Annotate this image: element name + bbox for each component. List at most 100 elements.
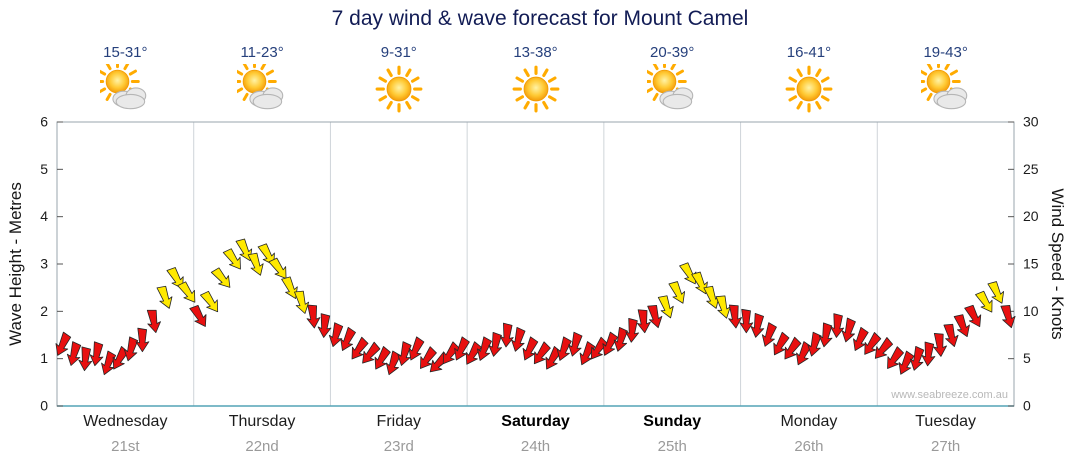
day-temp-range: 13-38° <box>513 44 558 61</box>
wind-arrow <box>975 290 993 313</box>
wind-arrow <box>761 322 777 347</box>
day-temp-range: 15-31° <box>103 44 148 61</box>
wind-arrow <box>317 313 332 338</box>
day-date-label: 22nd <box>245 438 279 455</box>
wind-arrow <box>420 346 437 369</box>
wind-arrow <box>200 290 219 313</box>
right-tick-label: 0 <box>1023 398 1031 414</box>
wind-arrow <box>222 248 241 270</box>
wind-arrow <box>235 238 253 262</box>
wind-arrow <box>657 295 674 319</box>
wind-arrow <box>362 341 381 364</box>
day-name-label: Monday <box>780 413 838 430</box>
wind-arrow <box>796 341 812 366</box>
left-tick-label: 4 <box>40 208 48 224</box>
wind-arrow <box>454 336 470 361</box>
wind-arrow <box>910 346 925 371</box>
wind-arrow <box>625 318 640 343</box>
day-date-label: 25th <box>657 438 687 455</box>
day-name-label: Sunday <box>643 413 702 430</box>
wind-arrow <box>166 267 184 289</box>
watermark: www.seabreeze.com.au <box>891 389 1008 401</box>
wind-arrow <box>807 331 822 357</box>
wind-arrow <box>556 336 572 361</box>
right-tick-label: 5 <box>1023 350 1031 366</box>
wind-arrow <box>728 304 742 329</box>
left-tick-label: 2 <box>40 303 48 319</box>
wind-arrow <box>112 346 129 370</box>
day-name-label: Tuesday <box>915 413 977 430</box>
wind-arrow <box>921 341 936 367</box>
day-name-label: Saturday <box>501 413 570 430</box>
wind-arrow <box>784 336 802 360</box>
wind-arrow <box>964 304 982 328</box>
wind-arrow <box>750 312 765 338</box>
day-date-label: 24th <box>520 438 551 455</box>
wind-arrow <box>898 350 915 375</box>
wind-arrow <box>89 341 104 367</box>
wind-arrow <box>933 333 947 357</box>
wind-arrow <box>385 350 401 376</box>
day-temp-range: 11-23° <box>240 44 284 61</box>
left-tick-label: 3 <box>40 256 48 272</box>
day-date-label: 21st <box>111 438 140 455</box>
wind-arrow <box>1000 304 1016 329</box>
wind-arrow <box>488 331 503 357</box>
wind-arrow <box>55 331 72 356</box>
wind-arrow <box>636 309 651 334</box>
wind-arrow <box>374 346 391 370</box>
wind-arrow <box>477 336 492 361</box>
wind-arrow <box>568 331 583 357</box>
wind-arrow <box>340 326 356 351</box>
day-date-label: 23rd <box>383 438 414 455</box>
wind-arrow <box>679 262 697 285</box>
wind-arrow <box>533 341 551 365</box>
left-tick-label: 5 <box>40 161 48 177</box>
wind-arrow <box>351 336 369 360</box>
wind-arrow <box>210 267 231 288</box>
wind-arrow <box>146 309 161 334</box>
wind-arrow <box>189 304 207 327</box>
day-temp-range: 20-39° <box>650 44 695 61</box>
day-name-label: Thursday <box>228 413 296 430</box>
wind-arrow <box>101 350 117 376</box>
wind-arrow <box>853 326 869 351</box>
page-title: 7 day wind & wave forecast for Mount Cam… <box>331 7 749 30</box>
wind-arrow <box>602 331 619 356</box>
right-tick-label: 20 <box>1023 208 1039 224</box>
wind-arrow <box>499 322 514 348</box>
day-temp-range: 19-43° <box>923 44 968 61</box>
day-temp-range: 16-41° <box>786 44 832 61</box>
wind-arrow <box>156 285 173 309</box>
wind-arrow <box>442 341 460 365</box>
wind-arrow <box>123 336 139 362</box>
wind-arrow <box>135 327 150 353</box>
wind-arrow <box>739 308 754 334</box>
wind-arrow <box>397 341 412 366</box>
wind-arrow <box>257 243 275 266</box>
wind-arrow <box>294 290 310 314</box>
right-tick-label: 10 <box>1023 303 1039 319</box>
right-tick-label: 15 <box>1023 256 1039 272</box>
wind-arrow <box>465 341 482 365</box>
wind-arrow <box>78 346 93 372</box>
wind-arrow <box>268 257 287 279</box>
day-name-label: Wednesday <box>83 413 168 430</box>
right-tick-label: 25 <box>1023 161 1039 177</box>
wind-arrow <box>647 304 663 329</box>
wind-arrow <box>773 331 790 356</box>
wind-arrow <box>818 322 833 348</box>
wind-arrow <box>177 281 196 303</box>
wind-arrow <box>668 281 686 304</box>
wind-arrow <box>841 317 856 343</box>
wind-arrow <box>943 323 959 347</box>
wind-arrow <box>511 327 526 352</box>
day-date-label: 27th <box>931 438 961 455</box>
day-date-label: 26th <box>794 438 824 455</box>
wind-arrow <box>522 336 539 361</box>
wind-arrow <box>247 252 264 276</box>
wind-arrow <box>408 336 425 361</box>
wind-arrow <box>953 314 970 338</box>
